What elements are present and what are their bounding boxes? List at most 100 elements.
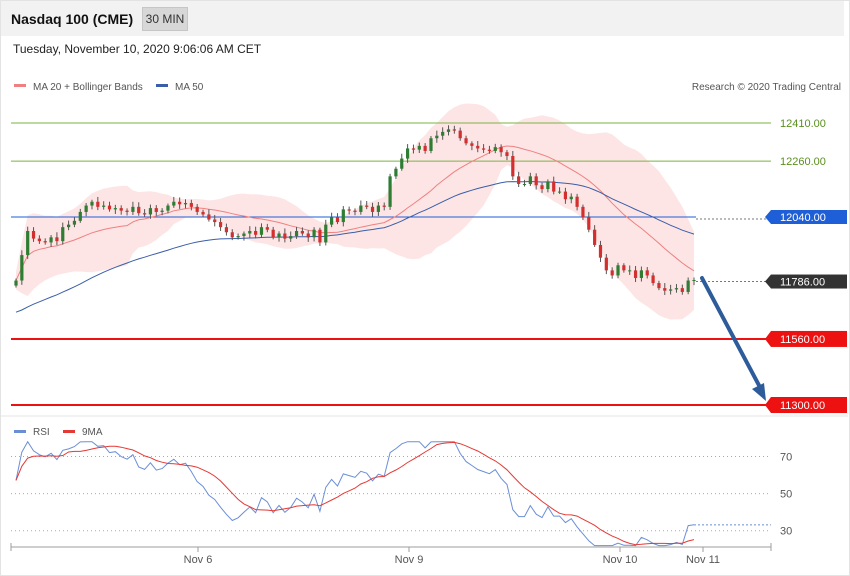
support-label: 11300.00 bbox=[780, 400, 825, 412]
candle-body bbox=[417, 145, 421, 150]
candle-body bbox=[31, 230, 36, 239]
candle-body bbox=[610, 270, 614, 276]
candle-body bbox=[271, 229, 275, 238]
candle-body bbox=[277, 233, 281, 238]
candle-body bbox=[633, 270, 638, 278]
candle-body bbox=[411, 148, 416, 150]
candle-body bbox=[376, 205, 380, 212]
candle-body bbox=[382, 205, 386, 207]
forecast-arrow-head bbox=[752, 383, 766, 401]
candle-body bbox=[388, 176, 392, 207]
candle-body bbox=[283, 233, 287, 239]
timeframe-badge[interactable]: 30 MIN bbox=[142, 7, 188, 31]
candle-body bbox=[552, 181, 556, 192]
last-price-pointer bbox=[765, 274, 771, 289]
candle-body bbox=[604, 257, 608, 271]
candle-body bbox=[20, 255, 24, 281]
candle-body bbox=[324, 224, 328, 243]
support-badge bbox=[771, 330, 847, 347]
candle-body bbox=[669, 289, 673, 291]
candle-body bbox=[300, 230, 305, 234]
candle-body bbox=[96, 201, 100, 207]
support-badge-pointer bbox=[765, 330, 771, 347]
candle-body bbox=[616, 265, 620, 276]
support-label: 11560.00 bbox=[780, 334, 825, 346]
candle-body bbox=[540, 185, 544, 190]
candle-body bbox=[645, 270, 649, 276]
candle-body bbox=[365, 205, 369, 207]
candle-body bbox=[493, 147, 497, 151]
candle-body bbox=[511, 156, 515, 177]
last-price-badge bbox=[771, 274, 847, 289]
support-badge-pointer bbox=[765, 397, 771, 413]
candle-body bbox=[370, 206, 375, 212]
rsi-ma-legend-swatch bbox=[63, 430, 75, 433]
x-tick-label: Nov 6 bbox=[184, 554, 213, 566]
candle-body bbox=[481, 148, 486, 150]
candle-body bbox=[102, 205, 106, 207]
candle-body bbox=[148, 208, 153, 215]
candle-body bbox=[441, 131, 445, 136]
candle-body bbox=[663, 288, 667, 291]
candle-body bbox=[26, 230, 30, 256]
candle-body bbox=[90, 201, 94, 206]
candle-body bbox=[458, 130, 462, 139]
rsi-tick-label: 50 bbox=[780, 489, 792, 501]
candle-body bbox=[405, 148, 410, 159]
chart-header: Nasdaq 100 (CME) 30 MIN bbox=[1, 1, 844, 36]
candle-body bbox=[400, 158, 404, 169]
candle-body bbox=[131, 206, 135, 212]
pivot-label: 12040.00 bbox=[780, 212, 826, 224]
candle-body bbox=[394, 168, 398, 177]
forecast-arrow-shaft bbox=[700, 276, 764, 393]
candle-body bbox=[195, 206, 199, 212]
pivot-badge bbox=[771, 210, 847, 224]
candle-body bbox=[534, 176, 538, 186]
candle-body bbox=[142, 213, 147, 215]
candle-body bbox=[306, 233, 310, 238]
candle-body bbox=[172, 201, 176, 206]
candle-body bbox=[183, 203, 188, 205]
candle-body bbox=[14, 280, 18, 286]
candle-body bbox=[265, 227, 269, 230]
ma50-legend-swatch bbox=[156, 84, 168, 87]
candle-body bbox=[230, 232, 234, 238]
candle-body bbox=[119, 208, 123, 211]
candle-body bbox=[639, 270, 644, 278]
candle-body bbox=[359, 205, 363, 212]
candle-body bbox=[49, 237, 53, 243]
candle-body bbox=[546, 181, 550, 190]
candle-body bbox=[423, 145, 427, 151]
last-price-label: 11786.00 bbox=[780, 277, 825, 289]
candle-body bbox=[312, 229, 316, 238]
candle-body bbox=[628, 270, 632, 272]
candle-body bbox=[43, 241, 47, 243]
candle-body bbox=[259, 227, 264, 235]
rsi-line bbox=[15, 440, 695, 547]
ma20-legend-swatch bbox=[14, 84, 26, 87]
ma20-line bbox=[15, 145, 695, 281]
candle-body bbox=[213, 219, 217, 223]
x-tick-label: Nov 10 bbox=[603, 554, 638, 566]
candle-body bbox=[563, 191, 568, 200]
x-axis-ticks: Nov 6 Nov 9 Nov 10 Nov 11 bbox=[184, 547, 720, 566]
candle-body bbox=[341, 209, 345, 223]
instrument-title: Nasdaq 100 (CME) bbox=[11, 11, 134, 27]
candle-body bbox=[651, 275, 655, 284]
candle-body bbox=[289, 236, 293, 239]
candle-body bbox=[464, 138, 468, 144]
candle-body bbox=[137, 206, 141, 214]
candle-body bbox=[446, 129, 451, 132]
candle-body bbox=[581, 206, 585, 217]
candle-body bbox=[593, 229, 597, 245]
candle-body bbox=[622, 265, 626, 271]
candle-body bbox=[587, 217, 591, 230]
candle-body bbox=[254, 230, 258, 235]
candle-body bbox=[657, 283, 661, 289]
candle-body bbox=[78, 211, 82, 221]
candle-body bbox=[680, 288, 684, 292]
rsi-tick-label: 30 bbox=[780, 526, 792, 538]
forecast-arrow bbox=[700, 276, 766, 401]
candle-body bbox=[522, 183, 527, 185]
